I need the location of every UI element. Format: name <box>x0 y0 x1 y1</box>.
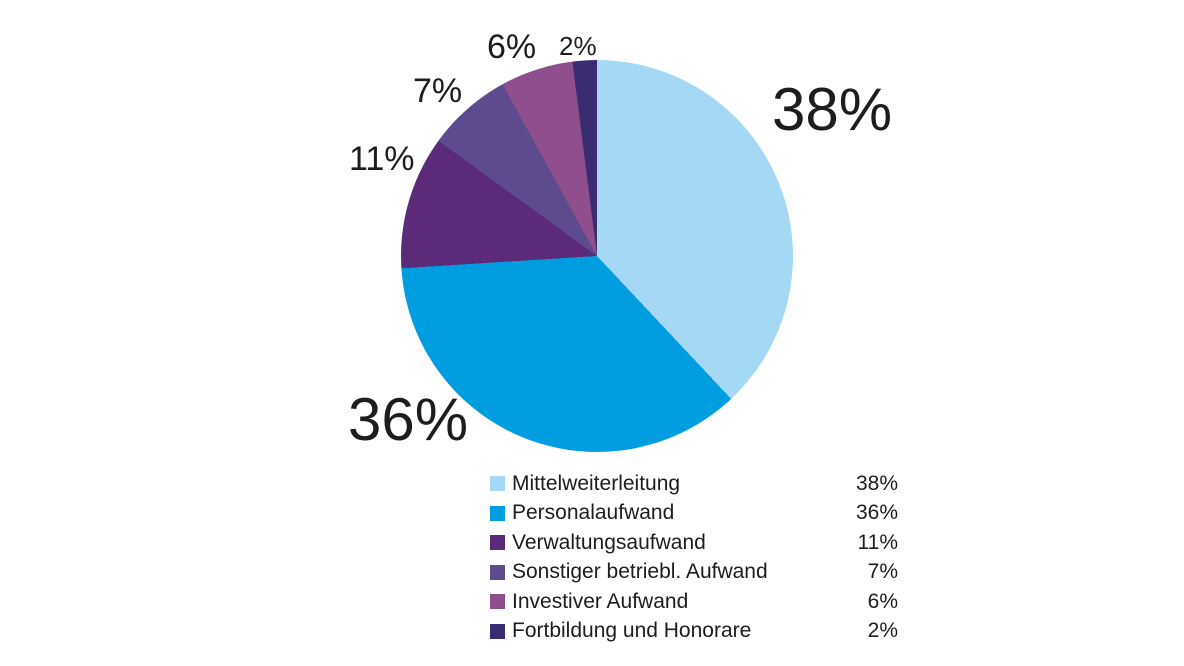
slice-label: 38% <box>772 76 893 143</box>
pie-chart <box>401 60 793 452</box>
legend-label: Mittelweiterleitung <box>512 471 681 495</box>
legend-label: Fortbildung und Honorare <box>512 619 752 643</box>
legend-row: Fortbildung und Honorare 2% <box>490 617 898 647</box>
legend-row: Sonstiger betriebl. Aufwand 7% <box>490 558 898 588</box>
legend-swatch <box>490 623 505 639</box>
legend-swatch <box>490 564 505 580</box>
legend-swatch <box>490 594 505 610</box>
legend-label: Sonstiger betriebl. Aufwand <box>512 560 768 584</box>
legend-row: Verwaltungsaufwand 11% <box>490 528 898 558</box>
slice-label: 6% <box>487 28 537 66</box>
legend-swatch <box>490 535 505 551</box>
legend-value: 36% <box>855 501 898 525</box>
legend-swatch <box>490 505 505 521</box>
legend-row: Investiver Aufwand 6% <box>490 587 898 617</box>
legend-value: 6% <box>867 589 898 613</box>
legend: Mittelweiterleitung 38% Personalaufwand 36%… <box>490 469 898 646</box>
slice-label: 2% <box>559 31 597 61</box>
slice-label: 11% <box>349 140 415 178</box>
slice-label: 7% <box>413 72 463 110</box>
legend-row: Personalaufwand 36% <box>490 499 898 529</box>
legend-label: Verwaltungsaufwand <box>512 530 706 554</box>
legend-value: 7% <box>867 560 898 584</box>
legend-value: 2% <box>867 619 898 643</box>
legend-label: Personalaufwand <box>512 501 675 525</box>
legend-value: 38% <box>855 471 898 495</box>
legend-label: Investiver Aufwand <box>512 589 689 613</box>
legend-swatch <box>490 476 505 492</box>
legend-value: 11% <box>857 530 898 554</box>
slice-label: 36% <box>348 386 469 453</box>
legend-row: Mittelweiterleitung 38% <box>490 469 898 499</box>
